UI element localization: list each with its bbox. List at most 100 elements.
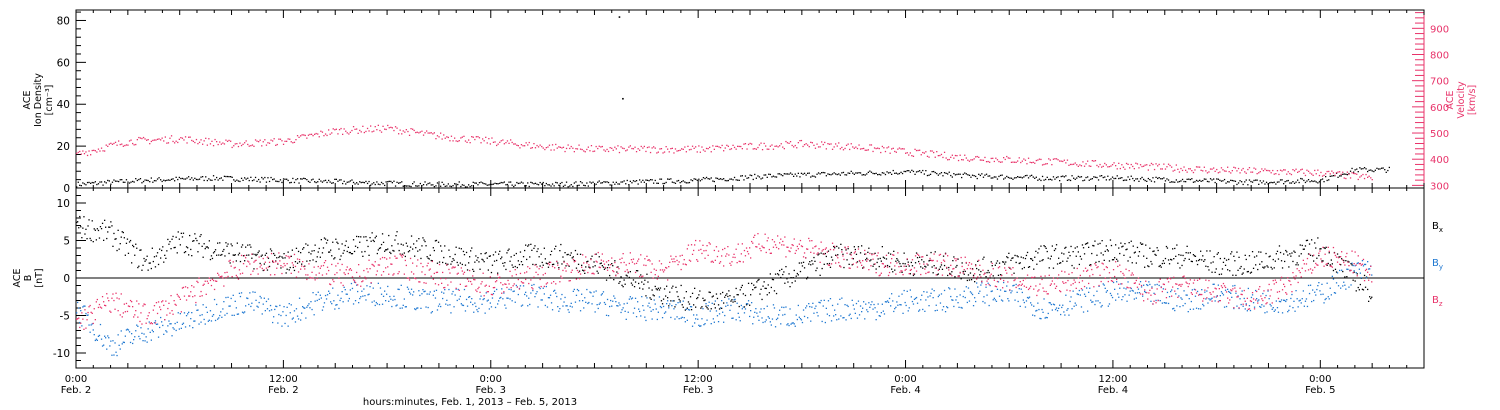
bz-point [364, 276, 366, 278]
by-point [847, 305, 849, 308]
by-point [871, 301, 873, 303]
velocity-point [321, 131, 324, 133]
velocity-point [996, 159, 999, 161]
density-point [1297, 179, 1299, 181]
by-point [464, 310, 467, 312]
bx-point [324, 238, 327, 240]
velocity-point [1048, 158, 1050, 160]
density-point [656, 182, 658, 184]
bz-point [545, 283, 547, 285]
density-point [1141, 176, 1143, 179]
velocity-point [735, 148, 737, 150]
bz-point [261, 267, 263, 270]
velocity-point [1200, 169, 1202, 171]
bz-point [267, 266, 270, 268]
by-point [276, 305, 278, 308]
density-point [831, 173, 834, 175]
bx-point [365, 236, 367, 238]
by-point [655, 308, 657, 310]
bx-point [499, 250, 501, 252]
velocity-point [1233, 166, 1235, 168]
velocity-point [1090, 165, 1092, 167]
velocity-point [1205, 170, 1207, 172]
density-point [474, 182, 476, 184]
density-point [813, 175, 815, 177]
by-point [957, 302, 959, 304]
velocity-point [258, 141, 260, 143]
density-point [586, 182, 588, 184]
by-point [237, 313, 240, 315]
bx-point [960, 278, 962, 280]
bz-point [641, 276, 643, 278]
by-point [87, 314, 89, 316]
by-point [1056, 310, 1059, 312]
bx-point [1268, 256, 1270, 258]
bz-point [738, 260, 740, 262]
density-point [1242, 183, 1244, 186]
density-point [175, 176, 177, 178]
by-point [447, 304, 449, 306]
velocity-point [1357, 178, 1359, 181]
by-point [1167, 302, 1170, 305]
by-point [386, 293, 388, 295]
by-point [413, 291, 415, 293]
by-point [510, 289, 512, 291]
bx-point [712, 295, 714, 297]
by-point [92, 329, 94, 331]
bx-point [517, 260, 519, 262]
bx-point [591, 255, 593, 257]
bx-point [1128, 242, 1130, 244]
by-point [198, 323, 200, 325]
by-point [1111, 296, 1114, 299]
bx-point [735, 287, 737, 290]
velocity-point [1225, 170, 1227, 172]
bz-point [211, 278, 214, 280]
bz-point [747, 253, 750, 255]
by-point [522, 285, 525, 287]
by-point [174, 322, 176, 325]
density-point [147, 179, 149, 182]
bx-point [456, 261, 458, 264]
bx-point [1260, 251, 1262, 253]
bz-point [415, 278, 417, 280]
by-point [295, 308, 298, 310]
bz-point [582, 254, 584, 256]
density-point [219, 177, 221, 180]
bx-point [338, 248, 340, 250]
bx-point [988, 271, 990, 274]
bx-point [1076, 246, 1078, 248]
by-point [789, 308, 791, 310]
bx-point [563, 260, 565, 262]
velocity-point [1105, 164, 1107, 166]
density-point [909, 171, 911, 173]
bx-point [1159, 264, 1161, 267]
bx-point [564, 252, 566, 254]
bx-point [331, 255, 333, 257]
bz-point [757, 233, 759, 235]
density-point [738, 179, 740, 181]
velocity-point [1250, 171, 1252, 173]
by-point [244, 311, 246, 313]
bx-point [743, 306, 746, 308]
bx-point [1339, 256, 1341, 258]
bz-point [300, 268, 302, 270]
velocity-point [870, 144, 873, 146]
density-point [510, 181, 512, 183]
density-point [1227, 181, 1229, 183]
by-point [944, 311, 947, 313]
bz-point [650, 271, 652, 273]
bz-point [728, 254, 730, 256]
bx-point [1083, 253, 1086, 255]
bz-point [570, 271, 572, 273]
bx-point [875, 268, 877, 270]
bx-point [233, 254, 235, 256]
bx-point [791, 282, 793, 284]
bx-point [111, 225, 113, 227]
bx-point [1039, 260, 1041, 262]
density-point [250, 176, 252, 178]
by-point [515, 284, 517, 287]
by-point [651, 318, 653, 320]
bx-point [1048, 267, 1050, 269]
velocity-point [1270, 172, 1272, 174]
velocity-point [1012, 161, 1014, 163]
